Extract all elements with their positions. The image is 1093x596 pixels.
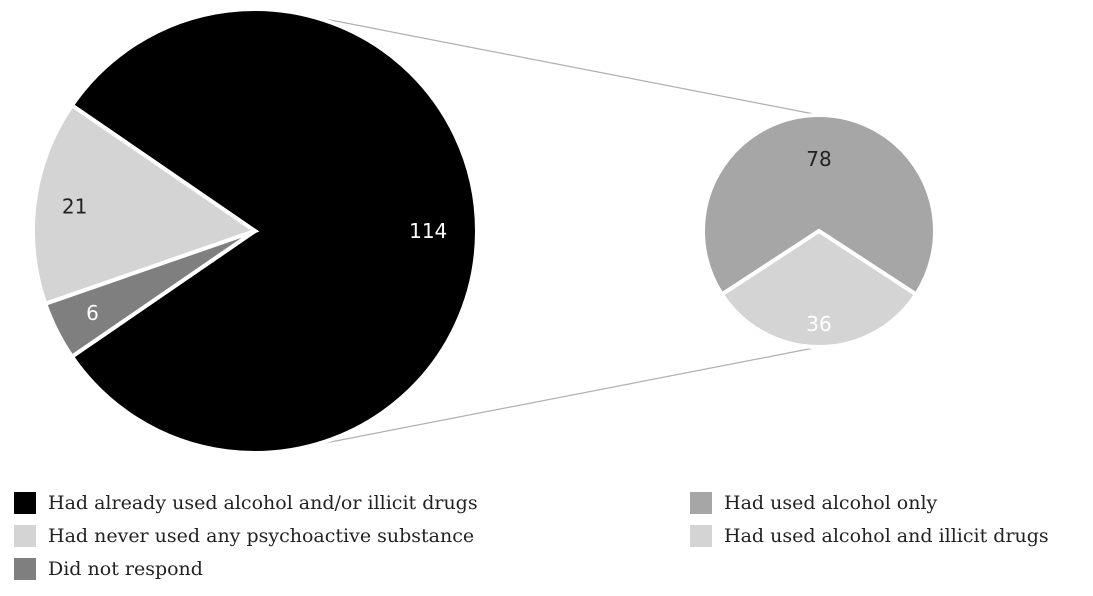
connector-line-top — [314, 16, 820, 116]
connector-line-bottom — [314, 346, 820, 446]
secondary-slice-had-used-alcohol-and-illicit-drugs — [719, 228, 919, 350]
secondary-data-label-had-used-alcohol-only: 78 — [806, 147, 831, 171]
secondary-slice-had-used-alcohol-only — [701, 113, 937, 298]
legend-left-label-did-not-respond: Did not respond — [48, 558, 203, 580]
main-slice-had-never-used-any-psychoactive-substance — [30, 102, 260, 307]
legend: Had already used alcohol and/or illicit … — [14, 492, 1049, 580]
main-slice-had-already-used-alcohol-and-or-illicit-drugs — [69, 7, 479, 455]
main-data-label-did-not-respond: 6 — [86, 301, 99, 325]
legend-right-label-had-used-alcohol-and-illicit-drugs: Had used alcohol and illicit drugs — [724, 525, 1049, 547]
secondary-data-label-had-used-alcohol-and-illicit-drugs: 36 — [806, 312, 831, 336]
legend-right-swatch-had-used-alcohol-and-illicit-drugs — [690, 525, 712, 547]
legend-left-swatch-had-never-used-any-psychoactive-substance — [14, 525, 36, 547]
main-data-label-had-already-used-alcohol-and-or-illicit-drugs: 114 — [409, 219, 447, 243]
legend-left-label-had-never-used-any-psychoactive-substance: Had never used any psychoactive substanc… — [48, 525, 474, 547]
legend-left-swatch-did-not-respond — [14, 558, 36, 580]
main-pie: 114 21 6 — [30, 7, 479, 455]
legend-right-swatch-had-used-alcohol-only — [690, 492, 712, 514]
legend-right-label-had-used-alcohol-only: Had used alcohol only — [724, 492, 938, 514]
connector-lines — [314, 16, 820, 446]
secondary-pie: 78 36 — [701, 113, 937, 350]
legend-left-swatch-had-already-used-alcohol-and-or-illicit-drugs — [14, 492, 36, 514]
legend-left-label-had-already-used-alcohol-and-or-illicit-drugs: Had already used alcohol and/or illicit … — [48, 492, 478, 514]
main-slice-did-not-respond — [42, 229, 257, 360]
main-data-label-had-never-used-any-psychoactive-substance: 21 — [62, 195, 87, 219]
